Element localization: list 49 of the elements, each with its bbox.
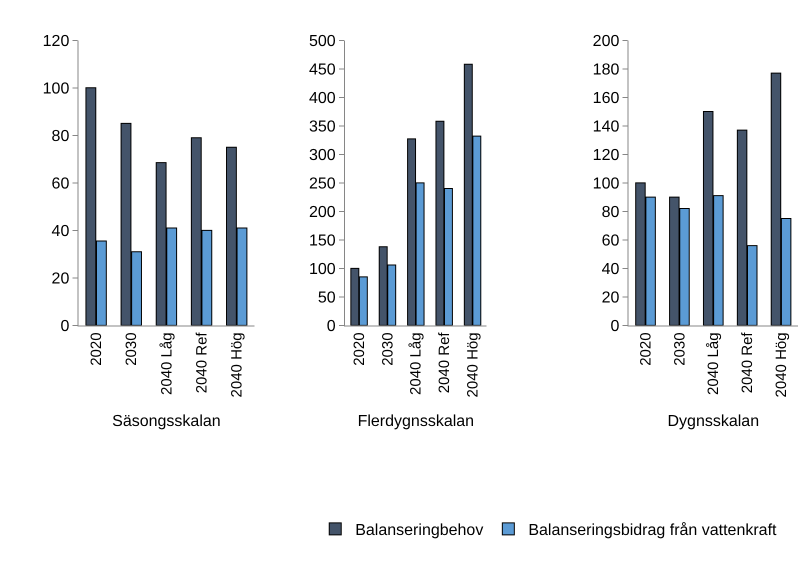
y-tick-label: 0 (610, 318, 620, 336)
legend-label: Balanseringsbidrag från vattenkraft (528, 522, 778, 540)
x-tick-label: 2040 Låg (158, 332, 176, 395)
x-tick-label: 2020 (637, 332, 654, 366)
y-tick-label: 60 (52, 175, 70, 192)
x-tick-label: 2040 Låg (408, 332, 425, 395)
y-tick-label: 180 (592, 61, 620, 78)
x-tick-label: 2020 (88, 332, 105, 366)
y-tick-label: 400 (308, 90, 336, 107)
y-tick-label: 80 (52, 128, 70, 145)
y-tick-label: 40 (52, 222, 70, 240)
x-tick-label: 2040 Ref (739, 332, 756, 394)
y-tick-label: 0 (60, 318, 70, 336)
y-tick-label: 100 (592, 175, 620, 192)
x-tick-label: 2040 Ref (193, 332, 210, 394)
y-tick-label: 20 (602, 289, 620, 306)
y-tick-label: 120 (592, 146, 620, 164)
x-tick-label: 2040 Hög (464, 332, 482, 398)
x-tick-label: 2020 (350, 332, 368, 366)
y-tick-label: 450 (308, 61, 336, 78)
x-axis-title: Dygnsskalan (667, 413, 760, 430)
y-tick-label: 160 (592, 90, 620, 107)
x-axis-title: Flerdygnsskalan (358, 413, 474, 430)
y-tick-label: 20 (52, 270, 70, 288)
y-tick-label: 300 (308, 146, 336, 164)
x-tick-label: 2040 Hög (228, 332, 246, 398)
x-axis-title: Säsongsskalan (112, 413, 221, 430)
y-tick-label: 500 (308, 32, 336, 50)
legend-label: Balanseringbehov (355, 522, 484, 540)
x-tick-label: 2030 (379, 332, 396, 366)
y-tick-label: 50 (318, 289, 336, 306)
x-tick-label: 2040 Hög (772, 332, 790, 398)
y-tick-label: 0 (326, 318, 336, 336)
x-tick-label: 2040 Låg (705, 332, 722, 395)
y-tick-label: 40 (602, 260, 620, 278)
x-tick-label: 2030 (123, 332, 140, 366)
y-tick-label: 200 (592, 32, 620, 50)
y-tick-label: 100 (308, 260, 336, 278)
y-tick-label: 200 (308, 204, 336, 221)
y-tick-label: 60 (602, 232, 620, 250)
x-tick-label: 2040 Ref (436, 332, 454, 394)
x-tick-label: 2030 (671, 332, 688, 366)
y-tick-label: 350 (308, 118, 336, 136)
y-tick-label: 140 (592, 118, 620, 136)
y-tick-label: 120 (42, 32, 70, 50)
y-tick-label: 80 (602, 204, 620, 221)
y-tick-label: 250 (308, 175, 336, 192)
y-tick-label: 100 (42, 80, 70, 98)
y-tick-label: 150 (308, 232, 336, 250)
